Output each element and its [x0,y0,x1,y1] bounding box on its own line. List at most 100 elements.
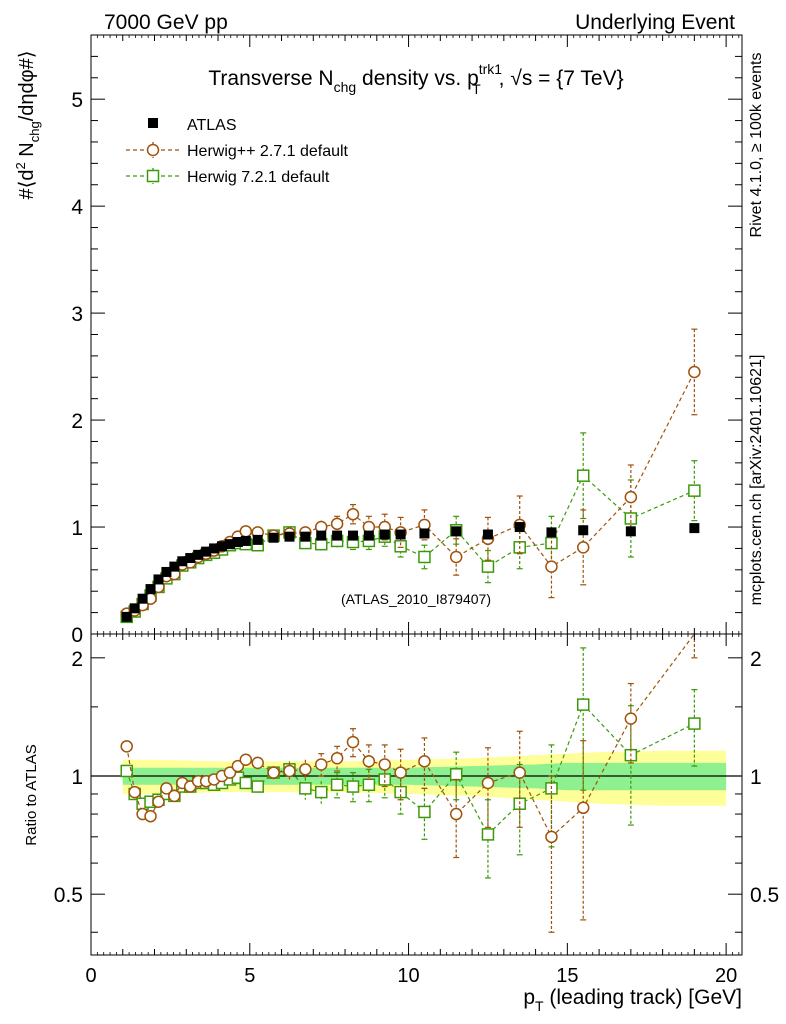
ratio-herwigpp-point [144,809,157,823]
title-part-a: Transverse N [208,67,333,90]
main-plot-area [120,328,701,624]
ratio-herwigpp-point [545,830,558,844]
ratio-herwigpp-point [362,755,376,768]
herwigpp-point [239,525,253,538]
main-y-tick-label: 5 [71,89,83,112]
ratio-herwigpp-point [267,766,280,779]
legend-atlas-label: ATLAS [187,117,237,134]
ratio-herwigpp-point [283,764,296,778]
xlabel-a: p [523,986,535,1009]
ratio-herwig7-point [314,785,328,799]
ylabel-mid: N [16,142,38,162]
ratio-herwig7-point [239,776,253,790]
xlabel-b: (leading track) [GeV] [544,986,742,1009]
atlas-point [121,611,132,622]
herwigpp-point [346,507,360,521]
ratio-herwig7-point [449,768,463,781]
atlas-point [578,525,589,536]
herwigpp-line [126,371,695,615]
legend-herwigpp-marker [146,143,160,157]
herwigpp-point [545,560,558,573]
x-tick-label: 10 [397,965,419,987]
ratio-herwigpp-point [330,751,344,765]
atlas-point [332,530,343,541]
title-sub-a: chg [334,79,357,95]
x-tick-label: 15 [556,965,578,987]
ratio-herwigpp-point [223,766,237,779]
ylabel-post: /dηdφ#⟩ [16,50,38,121]
main-y-tick-label: 3 [71,303,83,326]
chart-title: Transverse Nchg density vs. ptrk1 T , √s =… [208,61,623,97]
main-y-tick-label: 1 [71,517,83,540]
ratio-herwigpp-point [378,758,391,771]
title-sup-b: trk1 [479,61,503,77]
ratio-herwigpp-point [418,755,431,768]
ratio-herwig7-point [251,780,264,793]
x-tick-label: 0 [85,965,96,987]
ratio-herwig7-point [576,698,590,711]
atlas-point [252,534,263,545]
atlas-point [209,543,220,554]
ylabel-pre: #⟨d [16,169,38,199]
ratio-y-tick-label-right: 2 [750,648,762,671]
ratio-herwigpp-point [513,766,526,779]
atlas-point [153,574,164,585]
analysis-watermark: (ATLAS_2010_I879407) [341,591,491,607]
legend-atlas-marker [148,118,158,128]
ratio-panel-frame [90,633,743,956]
ratio-herwig7-point [688,717,701,730]
herwigpp-point [330,517,344,531]
atlas-point [300,531,311,542]
ratio-y-tick-label: 2 [71,648,83,671]
legend: ATLAS Herwig++ 2.7.1 default Herwig 7.2.… [126,117,349,186]
legend-herwigpp-label: Herwig++ 2.7.1 default [187,143,349,160]
main-y-tick-label: 0 [71,624,83,647]
herwigpp-point [624,490,638,504]
ratio-herwigpp-line [126,633,695,838]
atlas-point [363,530,374,541]
header-left-label: 7000 GeV pp [104,11,228,34]
atlas-point [137,593,148,604]
herwigpp-point [688,365,701,379]
atlas-point [625,526,636,537]
ratio-herwig7-point [481,828,495,841]
ratio-plot-area [91,633,742,933]
atlas-point [185,553,196,564]
main-y-tick-label: 2 [71,410,83,433]
ratio-herwigpp-point [160,782,173,795]
atlas-point [347,530,358,541]
atlas-point [395,529,406,540]
ratio-herwig7-point [299,782,312,795]
main-y-tick-label: 4 [71,196,83,219]
ratio-herwigpp-point [299,763,312,776]
atlas-point [419,528,430,539]
ratio-herwigpp-point [314,758,328,771]
ratio-herwig7-line [126,703,695,836]
atlas-point [201,546,212,557]
atlas-point [193,549,204,560]
atlas-point [224,539,235,550]
ratio-herwig7-point [120,764,133,778]
main-y-axis-label: #⟨d2 Nchg/dηdφ#⟩ [13,50,42,199]
ratio-herwigpp-point [394,766,407,779]
atlas-point [129,603,140,614]
atlas-point [689,523,700,534]
ratio-y-tick-label-right: 1 [750,766,762,789]
atlas-point [482,529,493,540]
herwigpp-point [449,550,463,564]
herwig7-point [481,560,495,573]
ylabel-sup: 2 [13,162,28,169]
header-right-label: Underlying Event [575,11,735,34]
atlas-point [451,526,462,537]
atlas-point [161,566,172,577]
main-panel: 0 1 2 3 4 5 Transverse Nchg density vs. ptrk1… [13,34,743,647]
ratio-panel: 0 5 10 15 20 0.5 0.5 1 1 2 2 Ratio to ATLAS pT (le… [23,633,779,1014]
title-part-b: density vs. p [356,67,479,90]
ratio-y-tick-label: 1 [71,766,83,789]
atlas-point [514,522,525,533]
ratio-herwigpp-point [481,776,495,790]
ratio-herwigpp-point [152,795,165,808]
herwig7-point [394,540,407,553]
main-axis-ticks: 0 1 2 3 4 5 [71,34,742,647]
